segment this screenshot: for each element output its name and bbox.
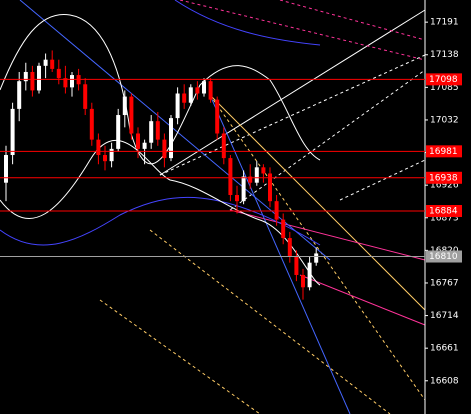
level-label: 16810 bbox=[429, 252, 458, 262]
candle-body bbox=[103, 155, 107, 162]
candle-body bbox=[43, 59, 48, 66]
candle-body bbox=[287, 238, 292, 257]
candle-body bbox=[314, 253, 319, 263]
candle-body bbox=[294, 256, 299, 275]
level-label-box bbox=[426, 204, 462, 217]
candle-body bbox=[188, 87, 193, 103]
y-tick-label: 16926 bbox=[430, 181, 459, 191]
trend-line bbox=[149, 229, 391, 414]
trend-line bbox=[339, 159, 426, 201]
y-tick-label: 17138 bbox=[430, 50, 459, 60]
candle-body bbox=[307, 262, 312, 288]
candle-body bbox=[142, 142, 147, 149]
overlays bbox=[0, 0, 426, 414]
level-label-box bbox=[426, 73, 462, 86]
candle-body bbox=[149, 121, 154, 143]
candle-body bbox=[136, 133, 140, 149]
candle-body bbox=[109, 148, 114, 162]
candle-body bbox=[70, 75, 74, 88]
candle-body bbox=[301, 274, 305, 288]
candle-body bbox=[228, 158, 233, 196]
trend-line bbox=[299, 274, 426, 326]
trend-line bbox=[209, 94, 426, 401]
indicator-line bbox=[174, 0, 321, 46]
bollinger-line bbox=[0, 139, 321, 286]
candle-body bbox=[241, 176, 246, 202]
y-tick-label: 16714 bbox=[430, 311, 459, 321]
candle-body bbox=[175, 93, 180, 119]
candle-body bbox=[261, 167, 266, 174]
candle-body bbox=[221, 133, 226, 159]
candle-body bbox=[56, 68, 61, 79]
trend-line bbox=[229, 69, 426, 211]
y-tick-label: 17032 bbox=[430, 115, 459, 125]
candle-body bbox=[162, 139, 167, 159]
level-label: 16981 bbox=[429, 147, 458, 157]
candle-body bbox=[116, 115, 121, 149]
candle-body bbox=[182, 93, 187, 103]
candle-body bbox=[281, 219, 286, 239]
y-tick-label: 17085 bbox=[430, 83, 459, 93]
y-tick-label: 16608 bbox=[430, 376, 459, 386]
y-tick-label: 16873 bbox=[430, 213, 459, 223]
candle-body bbox=[96, 139, 101, 156]
candle-body bbox=[83, 84, 88, 109]
y-tick-label: 17191 bbox=[430, 18, 459, 28]
level-label: 16938 bbox=[429, 173, 458, 183]
trend-line bbox=[179, 0, 426, 61]
candle-body bbox=[50, 59, 55, 69]
candle-body bbox=[37, 65, 41, 91]
level-label-box bbox=[426, 250, 462, 263]
candle-body bbox=[268, 173, 272, 202]
candle-body bbox=[248, 176, 253, 183]
trend-line bbox=[99, 299, 261, 414]
candle-body bbox=[122, 96, 127, 116]
candle-body bbox=[208, 81, 213, 100]
candle-body bbox=[129, 96, 134, 134]
candle-body bbox=[155, 121, 160, 140]
trend-line bbox=[159, 9, 426, 176]
trend-line bbox=[209, 94, 426, 311]
candle-body bbox=[30, 71, 35, 91]
candle-body bbox=[89, 108, 94, 140]
bollinger-line bbox=[0, 13, 321, 165]
candle-body bbox=[254, 167, 259, 183]
candle-body bbox=[23, 71, 28, 82]
candle-body bbox=[10, 108, 15, 156]
candle-body bbox=[202, 81, 206, 94]
trend-line bbox=[279, 0, 426, 41]
indicator-line bbox=[0, 196, 321, 246]
level-label-box bbox=[426, 171, 462, 184]
trend-line bbox=[229, 209, 426, 261]
y-tick-label: 16661 bbox=[430, 344, 459, 354]
candle-body bbox=[169, 118, 173, 159]
level-label: 17098 bbox=[429, 75, 458, 85]
candle-body bbox=[274, 201, 279, 220]
level-label-box bbox=[426, 145, 462, 158]
candle-body bbox=[215, 99, 220, 134]
trend-line bbox=[209, 94, 351, 414]
candle-body bbox=[4, 155, 8, 183]
y-tick-label: 16767 bbox=[430, 278, 459, 288]
candle-body bbox=[235, 195, 239, 202]
candle-body bbox=[17, 81, 22, 109]
candle-body bbox=[63, 78, 68, 88]
level-label: 16884 bbox=[429, 206, 458, 216]
candle-body bbox=[195, 87, 200, 94]
